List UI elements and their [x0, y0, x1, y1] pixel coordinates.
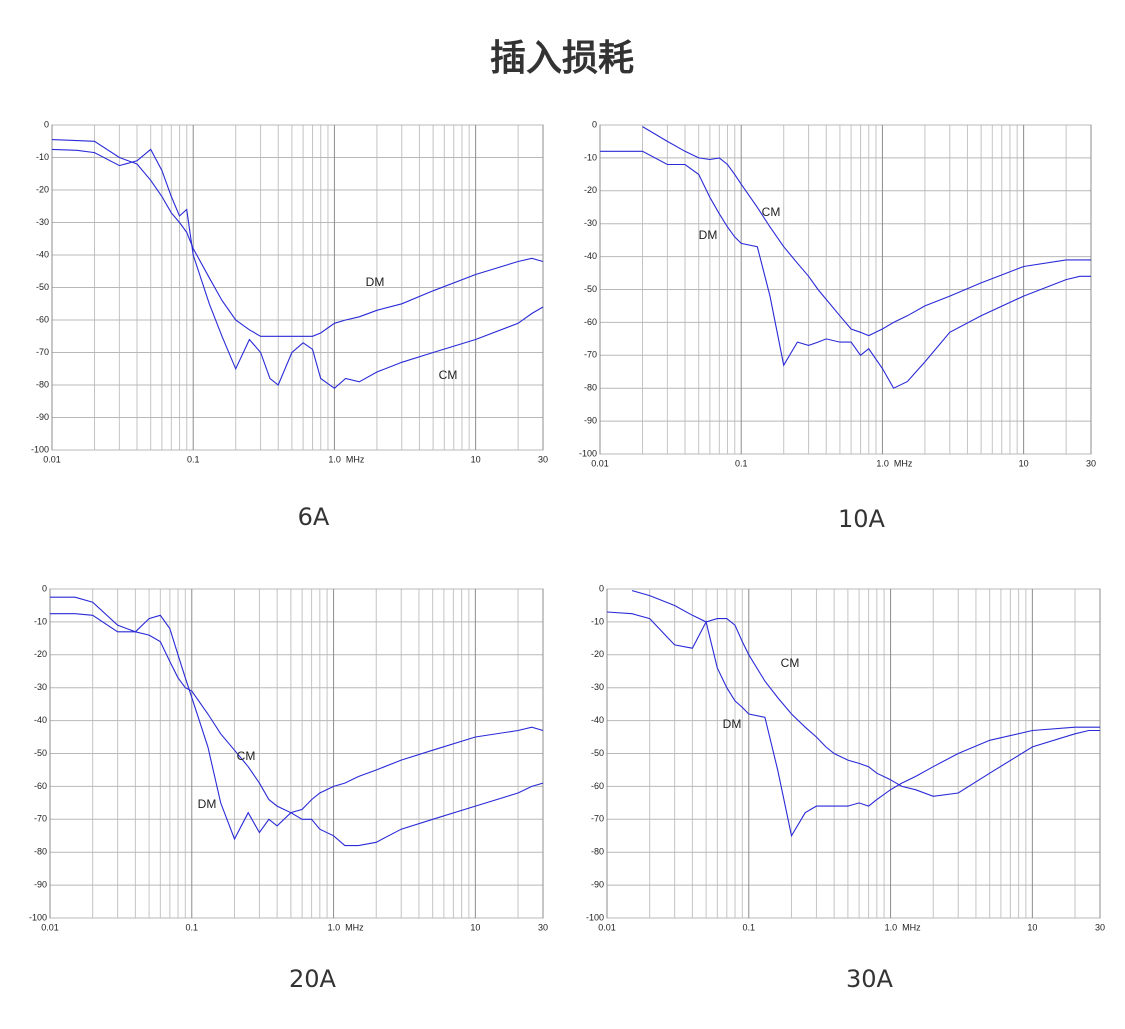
x-tick-label: 1.0 MHz [876, 458, 913, 468]
y-tick-label: -30 [36, 217, 49, 227]
x-tick-label: 10 [1027, 922, 1037, 932]
series-line [631, 590, 1100, 797]
x-tick-label: 0.1 [187, 454, 200, 464]
y-tick-label: -60 [591, 781, 604, 791]
y-tick-label: -50 [591, 748, 604, 758]
chart-caption: 20A [289, 965, 337, 993]
y-tick-label: -100 [586, 912, 604, 922]
series-line [642, 126, 1091, 337]
series-label: CM [762, 205, 781, 219]
y-tick-label: -40 [591, 715, 604, 725]
y-tick-label: -100 [31, 444, 49, 454]
y-tick-label: -50 [34, 748, 47, 758]
y-tick-label: -80 [591, 847, 604, 857]
y-tick-label: -90 [584, 415, 597, 425]
y-tick-label: -70 [36, 347, 49, 357]
y-tick-label: -40 [36, 249, 49, 259]
series-line [606, 611, 1100, 838]
y-tick-label: -10 [36, 152, 49, 162]
x-tick-label: 10 [471, 454, 481, 464]
series-label: DM [723, 717, 742, 731]
y-tick-label: -80 [36, 379, 49, 389]
series-line [50, 613, 544, 847]
x-tick-label: 0.01 [43, 454, 61, 464]
y-tick-label: -30 [34, 682, 47, 692]
series-label: DM [366, 275, 385, 289]
y-tick-label: -90 [591, 879, 604, 889]
x-tick-label: 1.0 MHz [328, 922, 365, 932]
x-tick-label: 10 [1019, 458, 1029, 468]
x-tick-label: 0.01 [41, 922, 59, 932]
series-label: CM [781, 656, 800, 670]
series-line [51, 139, 544, 337]
y-tick-label: -20 [584, 185, 597, 195]
y-tick-label: -90 [34, 879, 47, 889]
x-tick-label: 1.0 MHz [885, 922, 922, 932]
y-tick-label: -70 [34, 814, 47, 824]
y-tick-label: -30 [591, 682, 604, 692]
y-tick-label: -80 [34, 847, 47, 857]
y-tick-label: 0 [42, 583, 47, 593]
y-tick-label: -90 [36, 412, 49, 422]
y-tick-label: -20 [36, 184, 49, 194]
y-tick-label: -10 [591, 616, 604, 626]
y-tick-label: -60 [36, 314, 49, 324]
y-tick-label: -100 [29, 912, 47, 922]
series-label: CM [237, 749, 256, 763]
series-line [51, 148, 544, 390]
y-tick-label: -30 [584, 218, 597, 228]
x-tick-label: 30 [1095, 922, 1105, 932]
series-label: DM [699, 228, 718, 242]
chart-caption: 6A [298, 503, 330, 531]
page-title: 插入损耗 [490, 38, 634, 79]
y-tick-label: -70 [584, 350, 597, 360]
x-tick-label: 0.1 [186, 922, 199, 932]
y-tick-label: -60 [34, 781, 47, 791]
series-label: CM [439, 368, 458, 382]
y-tick-label: -60 [584, 317, 597, 327]
y-tick-label: -70 [591, 814, 604, 824]
x-tick-label: 0.1 [743, 922, 756, 932]
y-tick-label: -100 [579, 448, 597, 458]
y-tick-label: -80 [584, 383, 597, 393]
series-line [600, 150, 1091, 389]
x-tick-label: 0.01 [591, 458, 609, 468]
y-tick-label: -50 [36, 282, 49, 292]
y-tick-label: 0 [44, 119, 49, 129]
y-tick-label: -20 [34, 649, 47, 659]
y-tick-label: -20 [591, 649, 604, 659]
x-tick-label: 30 [538, 922, 548, 932]
x-tick-label: 30 [538, 454, 548, 464]
y-tick-label: -10 [34, 616, 47, 626]
x-tick-label: 10 [470, 922, 480, 932]
y-tick-label: 0 [599, 583, 604, 593]
y-tick-label: -40 [34, 715, 47, 725]
chart-caption: 10A [838, 505, 886, 533]
y-tick-label: 0 [592, 119, 597, 129]
series-line [50, 596, 544, 814]
x-tick-label: 0.01 [598, 922, 616, 932]
chart-caption: 30A [846, 965, 894, 993]
y-tick-label: -40 [584, 251, 597, 261]
y-tick-label: -10 [584, 152, 597, 162]
x-tick-label: 30 [1086, 458, 1096, 468]
y-tick-label: -50 [584, 284, 597, 294]
x-tick-label: 0.1 [735, 458, 748, 468]
series-label: DM [198, 797, 217, 811]
x-tick-label: 1.0 MHz [328, 454, 365, 464]
